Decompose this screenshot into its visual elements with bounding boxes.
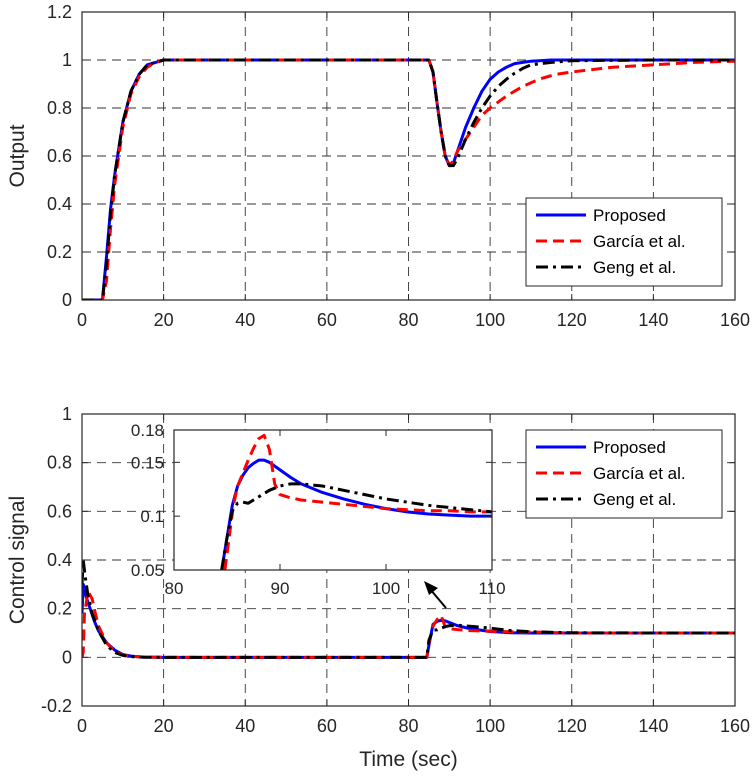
bottom-ylabel: Control signal [6, 496, 29, 624]
bottom-xtick-label-5: 100 [475, 716, 505, 736]
top-legend: Proposed García et al. Geng et al. [525, 197, 723, 287]
inset-xtick-label-2: 100 [372, 579, 400, 598]
bottom-series-line-2 [82, 558, 735, 659]
top-ytick-label-2: 0.4 [47, 194, 72, 214]
bottom-ytick-label-5: 0.8 [47, 453, 72, 473]
top-xtick-label-6: 120 [557, 310, 587, 330]
bottom-ytick-label-2: 0.2 [47, 599, 72, 619]
bottom-ytick-label-0: -0.2 [41, 696, 72, 716]
bottom-legend-label-2: Geng et al. [593, 490, 676, 509]
top-ytick-label-0: 0 [62, 290, 72, 310]
inset-ytick-label-0: 0.05 [131, 561, 164, 580]
top-xtick-label-8: 160 [720, 310, 750, 330]
bottom-legend-label-0: Proposed [593, 438, 666, 457]
top-ytick-label-6: 1.2 [47, 2, 72, 22]
bottom-xtick-label-0: 0 [77, 716, 87, 736]
bottom-xtick-label-2: 40 [235, 716, 255, 736]
inset-arrow-head [424, 581, 438, 595]
top-xtick-label-3: 60 [317, 310, 337, 330]
inset-xtick-label-0: 80 [165, 579, 184, 598]
inset-ytick-label-3: 0.18 [131, 421, 164, 440]
inset-ytick-label-1: 0.1 [140, 507, 164, 526]
top-legend-label-0: Proposed [593, 206, 666, 225]
top-ytick-label-1: 0.2 [47, 242, 72, 262]
bottom-xlabel: Time (sec) [359, 748, 457, 771]
inset-xtick-label-3: 110 [478, 579, 505, 598]
top-ytick-label-4: 0.8 [47, 98, 72, 118]
bottom-ytick-label-3: 0.4 [47, 550, 72, 570]
top-xtick-label-7: 140 [638, 310, 668, 330]
bottom-ytick-label-4: 0.6 [47, 501, 72, 521]
top-xtick-label-0: 0 [77, 310, 87, 330]
bottom-legend-label-1: García et al. [593, 464, 686, 483]
top-ytick-label-5: 1 [62, 50, 72, 70]
bottom-xtick-label-7: 140 [638, 716, 668, 736]
bottom-xtick-label-4: 80 [398, 716, 418, 736]
bottom-xtick-label-8: 160 [720, 716, 750, 736]
top-xtick-label-5: 100 [475, 310, 505, 330]
top-series-line-2 [82, 58, 735, 300]
inset-arrow-shaft [429, 588, 447, 609]
inset-series-line-2 [220, 482, 492, 570]
top-ytick-label-3: 0.6 [47, 146, 72, 166]
inset-axes: 80 90 100 110 0.05 0.1 0.15 0.18 [131, 421, 506, 598]
top-ylabel: Output [6, 124, 29, 187]
bottom-xtick-label-3: 60 [317, 716, 337, 736]
top-legend-label-1: García et al. [593, 232, 686, 251]
top-xtick-label-1: 20 [154, 310, 174, 330]
bottom-xtick-label-6: 120 [557, 716, 587, 736]
inset-axes-frame [173, 429, 493, 571]
bottom-series-line-1 [82, 590, 735, 659]
inset-plot-area [174, 430, 492, 570]
bottom-ytick-label-1: 0 [62, 647, 72, 667]
top-legend-label-2: Geng et al. [593, 258, 676, 277]
bottom-ytick-label-6: 1 [62, 404, 72, 424]
top-xtick-label-4: 80 [398, 310, 418, 330]
inset-arrow [424, 581, 447, 609]
inset-ytick-label-2: 0.15 [131, 453, 164, 472]
inset-series-line-1 [223, 433, 492, 570]
bottom-xtick-label-1: 20 [154, 716, 174, 736]
bottom-legend: Proposed García et al. Geng et al. [525, 429, 723, 519]
top-xtick-label-2: 40 [235, 310, 255, 330]
inset-xtick-label-1: 90 [271, 579, 290, 598]
top-axes: 0 20 40 60 80 100 120 140 160 0 0.2 0.4 0.6 0.8 1 1.2 Ou… [6, 2, 750, 330]
